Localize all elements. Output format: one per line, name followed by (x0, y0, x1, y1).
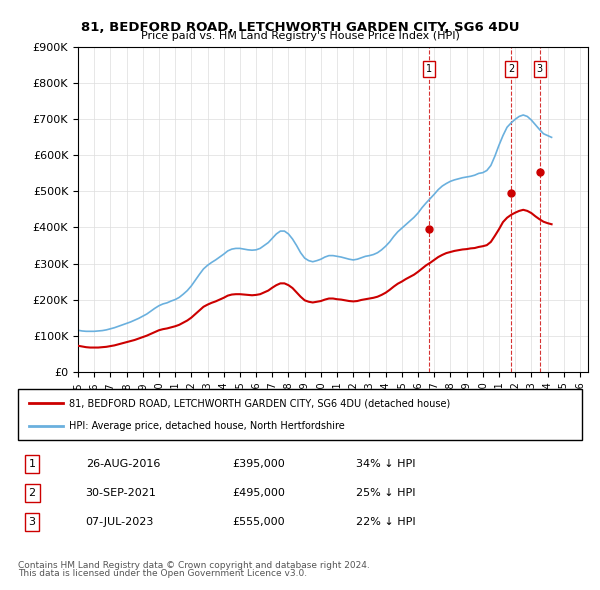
Text: £555,000: £555,000 (232, 517, 285, 527)
Text: 34% ↓ HPI: 34% ↓ HPI (356, 459, 416, 469)
Text: 2: 2 (508, 64, 514, 74)
Text: 81, BEDFORD ROAD, LETCHWORTH GARDEN CITY, SG6 4DU (detached house): 81, BEDFORD ROAD, LETCHWORTH GARDEN CITY… (69, 398, 450, 408)
Text: 1: 1 (29, 459, 35, 469)
Text: £495,000: £495,000 (232, 488, 285, 498)
Text: HPI: Average price, detached house, North Hertfordshire: HPI: Average price, detached house, Nort… (69, 421, 344, 431)
FancyBboxPatch shape (18, 389, 582, 440)
Text: 30-SEP-2021: 30-SEP-2021 (86, 488, 157, 498)
Text: 2: 2 (29, 488, 35, 498)
Text: 3: 3 (29, 517, 35, 527)
Text: 07-JUL-2023: 07-JUL-2023 (86, 517, 154, 527)
Text: 25% ↓ HPI: 25% ↓ HPI (356, 488, 416, 498)
Text: Price paid vs. HM Land Registry's House Price Index (HPI): Price paid vs. HM Land Registry's House … (140, 31, 460, 41)
Text: 26-AUG-2016: 26-AUG-2016 (86, 459, 160, 469)
Text: 22% ↓ HPI: 22% ↓ HPI (356, 517, 416, 527)
Text: Contains HM Land Registry data © Crown copyright and database right 2024.: Contains HM Land Registry data © Crown c… (18, 560, 370, 569)
Text: 81, BEDFORD ROAD, LETCHWORTH GARDEN CITY, SG6 4DU: 81, BEDFORD ROAD, LETCHWORTH GARDEN CITY… (81, 21, 519, 34)
Text: 3: 3 (536, 64, 543, 74)
Text: 1: 1 (425, 64, 431, 74)
Text: This data is licensed under the Open Government Licence v3.0.: This data is licensed under the Open Gov… (18, 569, 307, 578)
Text: £395,000: £395,000 (232, 459, 285, 469)
